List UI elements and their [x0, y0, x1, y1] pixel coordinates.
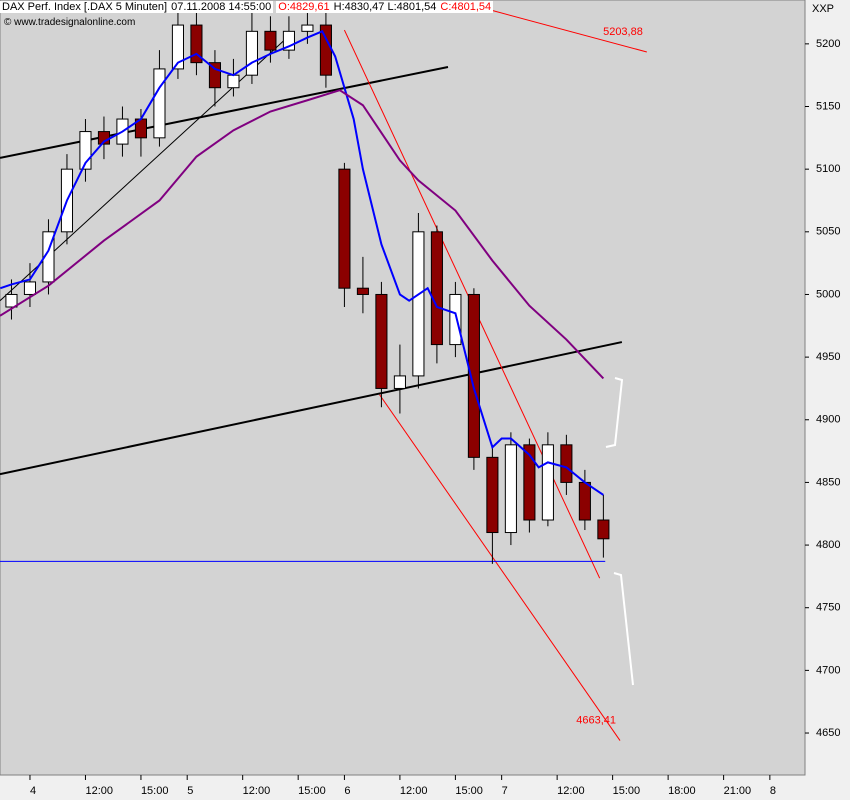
- y-tick-label: 4800: [816, 539, 840, 551]
- symbol: XXP: [812, 3, 834, 15]
- x-tick-label: 6: [344, 785, 350, 797]
- y-tick-label: 4850: [816, 476, 840, 488]
- trendline-label: 5203,88: [603, 26, 643, 38]
- y-tick-label: 4900: [816, 414, 840, 426]
- candle-body: [541, 444, 554, 521]
- candle-body: [467, 293, 480, 458]
- bracket: [613, 572, 634, 686]
- candle-body: [227, 74, 240, 89]
- y-tick-label: 5150: [816, 100, 840, 112]
- header-time: 07.11.2008 14:55:00: [169, 1, 274, 13]
- header-value: C:4801,54: [438, 1, 494, 13]
- bracket: [605, 377, 624, 448]
- y-tick-label: 5000: [816, 288, 840, 300]
- y-tick-label: 4750: [816, 602, 840, 614]
- candle-body: [375, 293, 388, 389]
- x-tick-label: 8: [770, 785, 776, 797]
- y-tick-label: 5200: [816, 38, 840, 50]
- candle-body: [338, 168, 351, 289]
- candle-body: [190, 24, 203, 64]
- candle-body: [301, 24, 314, 32]
- trendline: [379, 394, 621, 741]
- candle-body: [560, 444, 573, 483]
- x-tick-label: 18:00: [668, 785, 696, 797]
- candle-body: [245, 30, 258, 76]
- x-tick-label: 21:00: [724, 785, 752, 797]
- x-tick-label: 12:00: [557, 785, 585, 797]
- x-tick-label: 15:00: [613, 785, 641, 797]
- header-title: DAX Perf. Index [.DAX 5 Minuten]: [0, 1, 170, 13]
- x-tick-label: 5: [187, 785, 193, 797]
- x-tick-label: 12:00: [243, 785, 271, 797]
- x-tick-label: 12:00: [85, 785, 113, 797]
- candle-body: [264, 30, 277, 51]
- trendline-label: 4663,41: [576, 714, 616, 726]
- candle-body: [171, 24, 184, 70]
- candle-body: [79, 131, 92, 170]
- candle-body: [486, 456, 499, 534]
- x-tick-label: 7: [502, 785, 508, 797]
- y-tick-label: 4700: [816, 664, 840, 676]
- x-tick-label: 15:00: [455, 785, 483, 797]
- candle-body: [208, 62, 221, 89]
- candle-body: [5, 293, 18, 308]
- x-tick-label: 15:00: [141, 785, 169, 797]
- moving-average: [0, 89, 605, 380]
- candle-body: [42, 231, 55, 283]
- x-tick-label: 12:00: [400, 785, 428, 797]
- candle-body: [578, 481, 591, 521]
- candle-body: [430, 231, 443, 346]
- candle-body: [523, 444, 536, 521]
- candle-body: [23, 281, 37, 295]
- trendline: [0, 66, 449, 159]
- candle-body: [412, 231, 425, 377]
- candle-body: [153, 68, 166, 139]
- candle-body: [282, 30, 295, 51]
- y-tick-label: 4950: [816, 351, 840, 363]
- y-tick-label: 5050: [816, 226, 840, 238]
- x-tick-label: 4: [30, 785, 36, 797]
- candle-body: [504, 444, 517, 534]
- x-tick-label: 15:00: [298, 785, 326, 797]
- marks: 5203,88 4663,41: [0, 3, 647, 741]
- candle-body: [393, 375, 406, 389]
- header-value: H:4830,47 L:4801,54: [331, 1, 439, 13]
- copyright: © www.tradesignalonline.com: [4, 17, 136, 28]
- trendline: [0, 341, 623, 476]
- candle-body: [356, 287, 369, 295]
- candle-body: [597, 519, 610, 540]
- y-tick-label: 4650: [816, 727, 840, 739]
- moving-average: [0, 30, 604, 496]
- header: DAX Perf. Index [.DAX 5 Minuten] 07.11.20…: [0, 1, 494, 13]
- header-value: O:4829,61: [276, 1, 332, 13]
- y-tick-label: 5100: [816, 163, 840, 175]
- candle-body: [449, 293, 462, 346]
- trendline: [490, 9, 647, 53]
